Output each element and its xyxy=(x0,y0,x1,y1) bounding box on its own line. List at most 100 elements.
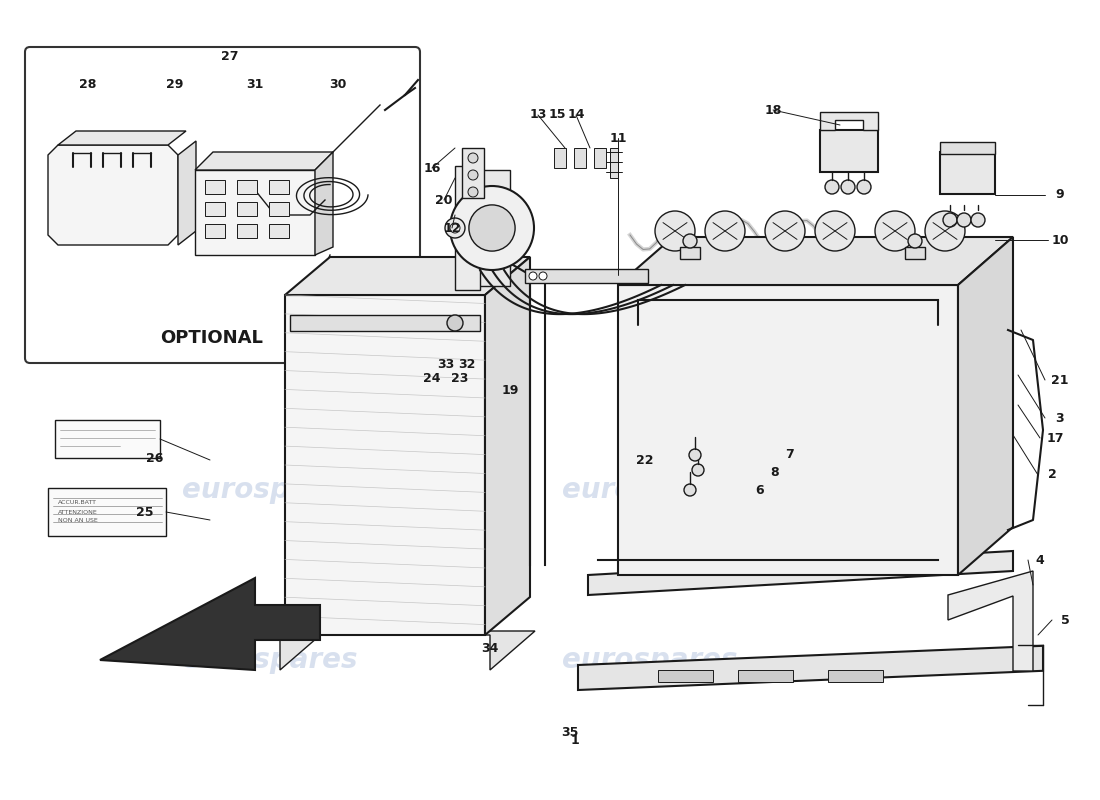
Bar xyxy=(205,180,225,194)
Text: 15: 15 xyxy=(548,109,565,122)
Circle shape xyxy=(842,180,855,194)
Polygon shape xyxy=(618,237,1013,285)
Polygon shape xyxy=(285,257,530,295)
Circle shape xyxy=(446,218,465,238)
Polygon shape xyxy=(485,257,530,635)
Text: 6: 6 xyxy=(756,483,764,497)
Circle shape xyxy=(825,180,839,194)
Text: ACCUR.BATT: ACCUR.BATT xyxy=(58,500,97,505)
Text: 28: 28 xyxy=(79,78,97,90)
Text: 34: 34 xyxy=(482,642,498,654)
Text: 11: 11 xyxy=(609,131,627,145)
Bar xyxy=(940,142,996,154)
Polygon shape xyxy=(820,130,878,172)
Bar xyxy=(270,202,289,216)
Polygon shape xyxy=(195,170,315,255)
Circle shape xyxy=(450,186,534,270)
Circle shape xyxy=(683,234,697,248)
Circle shape xyxy=(468,187,478,197)
Bar xyxy=(905,247,925,259)
Text: 24: 24 xyxy=(424,371,441,385)
Text: OPTIONAL: OPTIONAL xyxy=(160,329,263,347)
Text: 35: 35 xyxy=(561,726,579,738)
Polygon shape xyxy=(618,285,958,575)
Bar xyxy=(236,224,257,238)
Text: 26: 26 xyxy=(146,451,164,465)
FancyBboxPatch shape xyxy=(25,47,420,363)
Bar xyxy=(828,670,883,682)
Bar xyxy=(270,180,289,194)
Text: eurospares: eurospares xyxy=(183,476,358,504)
Bar xyxy=(680,247,700,259)
Polygon shape xyxy=(178,141,196,245)
Text: 10: 10 xyxy=(1052,234,1069,246)
Text: eurospares: eurospares xyxy=(562,646,738,674)
Bar xyxy=(554,148,566,168)
Text: 1: 1 xyxy=(571,734,580,746)
Circle shape xyxy=(539,272,547,280)
Bar xyxy=(610,148,618,178)
Text: eurospares: eurospares xyxy=(183,646,358,674)
Text: 25: 25 xyxy=(136,506,154,519)
Circle shape xyxy=(469,205,515,251)
Bar xyxy=(270,224,289,238)
Text: ATTENZIONE: ATTENZIONE xyxy=(58,510,98,515)
Circle shape xyxy=(908,234,922,248)
Bar xyxy=(205,224,225,238)
Text: 33: 33 xyxy=(438,358,454,371)
Text: 21: 21 xyxy=(1052,374,1069,386)
Text: 27: 27 xyxy=(221,50,239,63)
Circle shape xyxy=(815,211,855,251)
Circle shape xyxy=(971,213,984,227)
Bar xyxy=(205,202,225,216)
Circle shape xyxy=(447,315,463,331)
Polygon shape xyxy=(588,551,1013,595)
Text: 4: 4 xyxy=(1035,554,1044,566)
Circle shape xyxy=(957,213,971,227)
Bar xyxy=(462,148,484,198)
Text: 20: 20 xyxy=(436,194,453,206)
Text: 3: 3 xyxy=(1056,411,1065,425)
Bar xyxy=(940,152,996,194)
Text: 13: 13 xyxy=(529,109,547,122)
Polygon shape xyxy=(315,152,333,255)
Text: 23: 23 xyxy=(451,371,469,385)
Bar xyxy=(594,148,606,168)
Circle shape xyxy=(943,213,957,227)
Bar xyxy=(525,269,648,283)
Text: 18: 18 xyxy=(764,103,782,117)
Polygon shape xyxy=(100,578,320,670)
Circle shape xyxy=(705,211,745,251)
Bar xyxy=(55,420,160,458)
Bar xyxy=(236,180,257,194)
Polygon shape xyxy=(58,131,186,145)
Circle shape xyxy=(764,211,805,251)
Bar xyxy=(658,670,713,682)
Text: 8: 8 xyxy=(771,466,779,478)
Text: 16: 16 xyxy=(424,162,441,174)
Text: 14: 14 xyxy=(568,109,585,122)
Polygon shape xyxy=(285,295,485,635)
Text: 30: 30 xyxy=(329,78,346,90)
Polygon shape xyxy=(48,145,178,245)
Circle shape xyxy=(689,449,701,461)
Circle shape xyxy=(654,211,695,251)
Text: 5: 5 xyxy=(1060,614,1069,626)
Bar xyxy=(236,202,257,216)
Text: 7: 7 xyxy=(785,449,794,462)
Text: 9: 9 xyxy=(1056,189,1065,202)
Bar xyxy=(455,166,480,290)
Circle shape xyxy=(684,484,696,496)
Polygon shape xyxy=(958,237,1013,575)
Text: 32: 32 xyxy=(459,358,475,371)
Circle shape xyxy=(857,180,871,194)
Bar xyxy=(48,488,166,536)
Bar xyxy=(738,670,793,682)
Text: NON AN USE: NON AN USE xyxy=(58,518,98,523)
Circle shape xyxy=(529,272,537,280)
Text: eurospares: eurospares xyxy=(562,476,738,504)
Polygon shape xyxy=(820,112,878,130)
Text: 31: 31 xyxy=(246,78,264,90)
Polygon shape xyxy=(195,152,333,170)
Polygon shape xyxy=(948,571,1033,671)
